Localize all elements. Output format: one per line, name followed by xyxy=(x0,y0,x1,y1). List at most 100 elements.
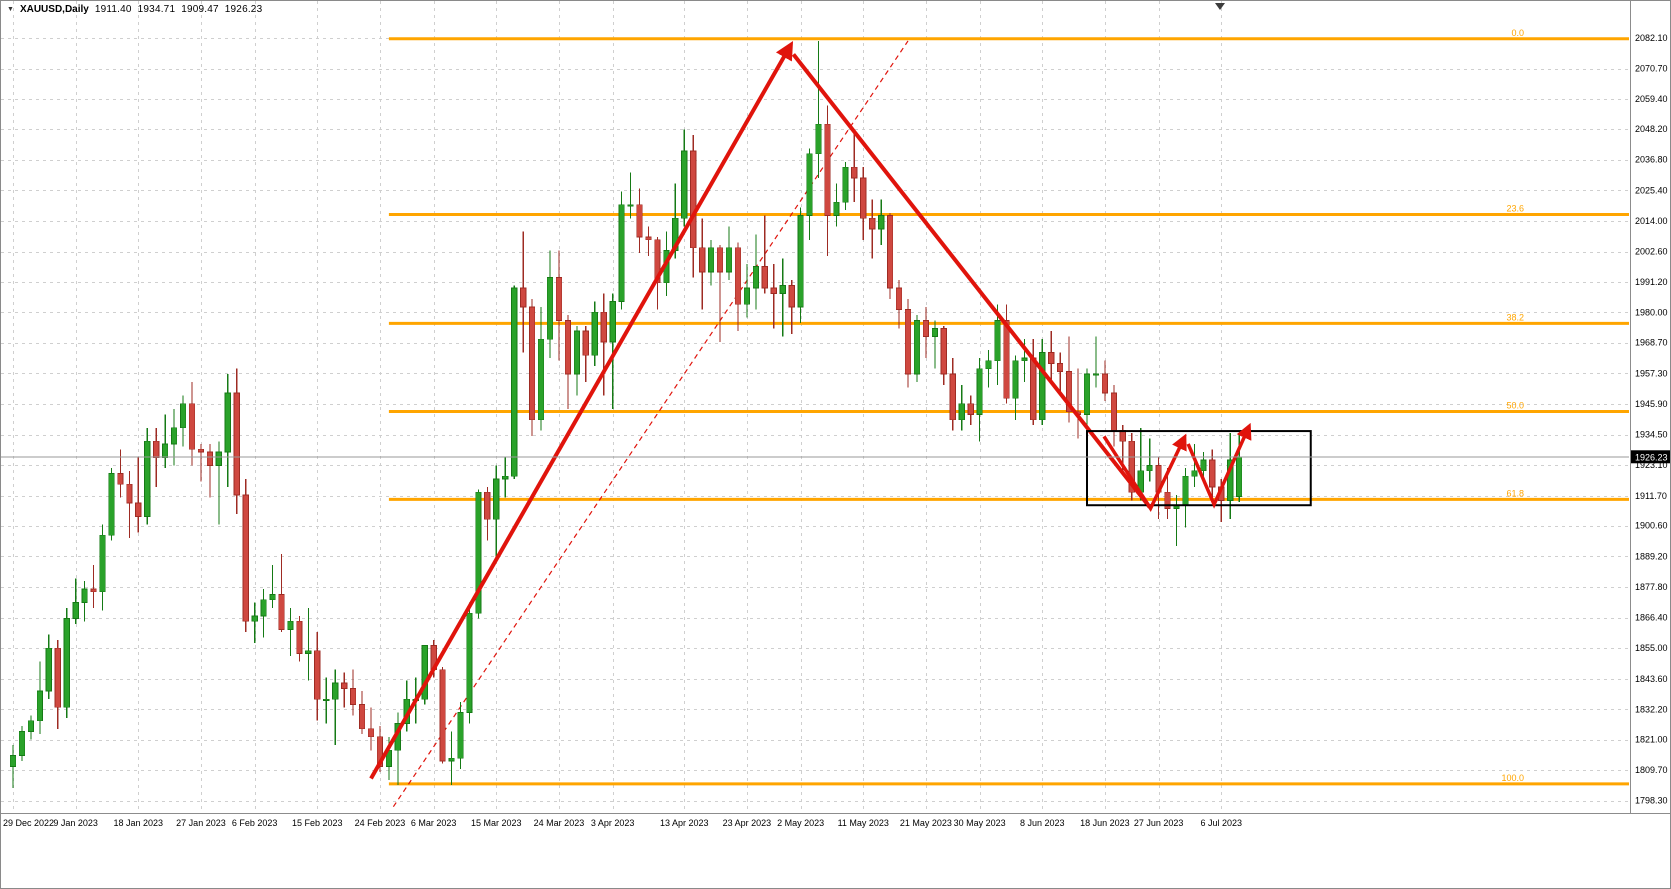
zigzag-arrow-2[interactable] xyxy=(1186,422,1252,509)
date-tick-label: 11 May 2023 xyxy=(838,818,889,828)
candle-body xyxy=(1021,357,1028,362)
price-axis[interactable]: 2082.10 2070.70 2059.40 2048.20 2036.80 2025.… xyxy=(1635,33,1668,806)
candle-body xyxy=(179,403,187,429)
candle-body xyxy=(654,239,661,284)
range-rectangle[interactable] xyxy=(1086,430,1312,507)
candle-body xyxy=(833,201,840,216)
candle-body xyxy=(582,330,589,356)
date-tick-label: 15 Feb 2023 xyxy=(292,818,343,828)
candle-body xyxy=(144,440,151,517)
candle-body xyxy=(627,204,634,207)
ohlc-open: 1911.40 xyxy=(94,4,132,15)
candle-body xyxy=(555,276,563,321)
candle-body xyxy=(546,276,554,340)
date-tick-label: 27 Jan 2023 xyxy=(176,818,226,828)
candle-body xyxy=(9,755,17,767)
candle-body xyxy=(296,620,303,654)
price-tick-label: 1832.20 xyxy=(1635,704,1668,714)
symbol-dropdown-icon[interactable]: ▼ xyxy=(7,6,14,13)
price-tick-label: 2025.40 xyxy=(1635,185,1668,195)
candle-body xyxy=(770,287,777,294)
trend-arrow-up[interactable] xyxy=(369,40,794,780)
candle-body xyxy=(788,285,795,308)
candle-body xyxy=(1057,362,1064,372)
price-tick-label: 1809.70 xyxy=(1635,765,1668,775)
candle-body xyxy=(1119,430,1126,442)
current-price-tag xyxy=(1631,450,1670,464)
fibo-label-100.0: 100.0 xyxy=(1501,773,1524,783)
candle-body xyxy=(922,319,930,337)
candle-body xyxy=(779,285,786,294)
date-axis[interactable]: 29 Dec 2022 9 Jan 2023 18 Jan 2023 27 Jan 2… xyxy=(3,818,1242,828)
price-tick-label: 1945.90 xyxy=(1635,399,1668,409)
candle-body xyxy=(699,247,706,273)
candle-body xyxy=(1083,373,1091,415)
candle-body xyxy=(1128,440,1135,493)
price-tick-label: 1980.00 xyxy=(1635,307,1668,317)
candle-body xyxy=(72,602,79,620)
candle-body xyxy=(99,534,106,593)
candle-body xyxy=(358,704,366,730)
candle-body xyxy=(869,217,876,230)
candle-body xyxy=(1012,360,1019,399)
candle-body xyxy=(153,440,160,458)
price-tick-label: 2048.20 xyxy=(1635,124,1668,134)
candle-body xyxy=(511,287,518,477)
dashed-trendline[interactable] xyxy=(392,40,909,808)
candle-body xyxy=(761,266,768,289)
candle-body xyxy=(1101,373,1108,394)
candle-body xyxy=(278,594,285,630)
price-tick-label: 1957.30 xyxy=(1635,368,1668,378)
candle-body xyxy=(1236,456,1243,498)
date-tick-label: 27 Jun 2023 xyxy=(1134,818,1184,828)
price-tick-label: 1889.20 xyxy=(1635,551,1668,561)
candle-body xyxy=(493,478,500,520)
candle-body xyxy=(36,690,43,722)
symbol-timeframe-label: XAUUSD,Daily xyxy=(19,4,89,15)
candle-body xyxy=(90,588,97,593)
candle-body xyxy=(842,166,849,203)
fibonacci-retracement[interactable]: 0.0 23.6 38.2 50.0 61.8 100.0 xyxy=(388,28,1629,786)
candle-body xyxy=(466,612,473,714)
ohlc-low: 1909.47 xyxy=(181,4,219,15)
candle-body xyxy=(135,502,142,517)
date-tick-label: 6 Feb 2023 xyxy=(232,818,278,828)
candle-body xyxy=(1039,352,1046,421)
price-tick-label: 1900.60 xyxy=(1635,521,1668,531)
candle-body xyxy=(743,287,751,305)
date-tick-label: 2 May 2023 xyxy=(777,818,824,828)
candles-layer xyxy=(9,40,1243,788)
candle-body xyxy=(1227,459,1234,501)
candle-body xyxy=(591,311,598,356)
date-tick-label: 24 Feb 2023 xyxy=(355,818,406,828)
candle-body xyxy=(529,306,536,421)
candle-body xyxy=(54,647,61,708)
candle-body xyxy=(931,328,938,337)
ohlc-high: 1934.71 xyxy=(137,4,176,15)
candle-body xyxy=(1066,371,1073,413)
candle-body xyxy=(251,615,258,622)
candle-body xyxy=(573,330,580,375)
date-tick-label: 21 May 2023 xyxy=(900,818,952,828)
date-tick-label: 18 Jun 2023 xyxy=(1080,818,1130,828)
candle-body xyxy=(967,403,974,415)
price-tick-label: 1911.70 xyxy=(1635,491,1667,501)
candle-body xyxy=(448,757,455,762)
candle-body xyxy=(421,645,428,700)
candle-body xyxy=(564,319,572,375)
candle-body xyxy=(645,236,652,241)
fibo-label-23.6: 23.6 xyxy=(1506,204,1524,214)
chart-shift-marker[interactable] xyxy=(1215,3,1225,10)
date-tick-label: 15 Mar 2023 xyxy=(471,818,522,828)
candle-body xyxy=(904,309,912,375)
candle-body xyxy=(851,166,858,179)
price-tick-label: 1855.00 xyxy=(1635,643,1668,653)
zigzag-arrow-1[interactable] xyxy=(1102,433,1187,513)
price-tick-label: 1821.00 xyxy=(1635,735,1668,745)
date-tick-label: 29 Dec 2022 xyxy=(3,818,54,828)
candle-body xyxy=(170,427,178,445)
candle-body xyxy=(878,215,885,230)
